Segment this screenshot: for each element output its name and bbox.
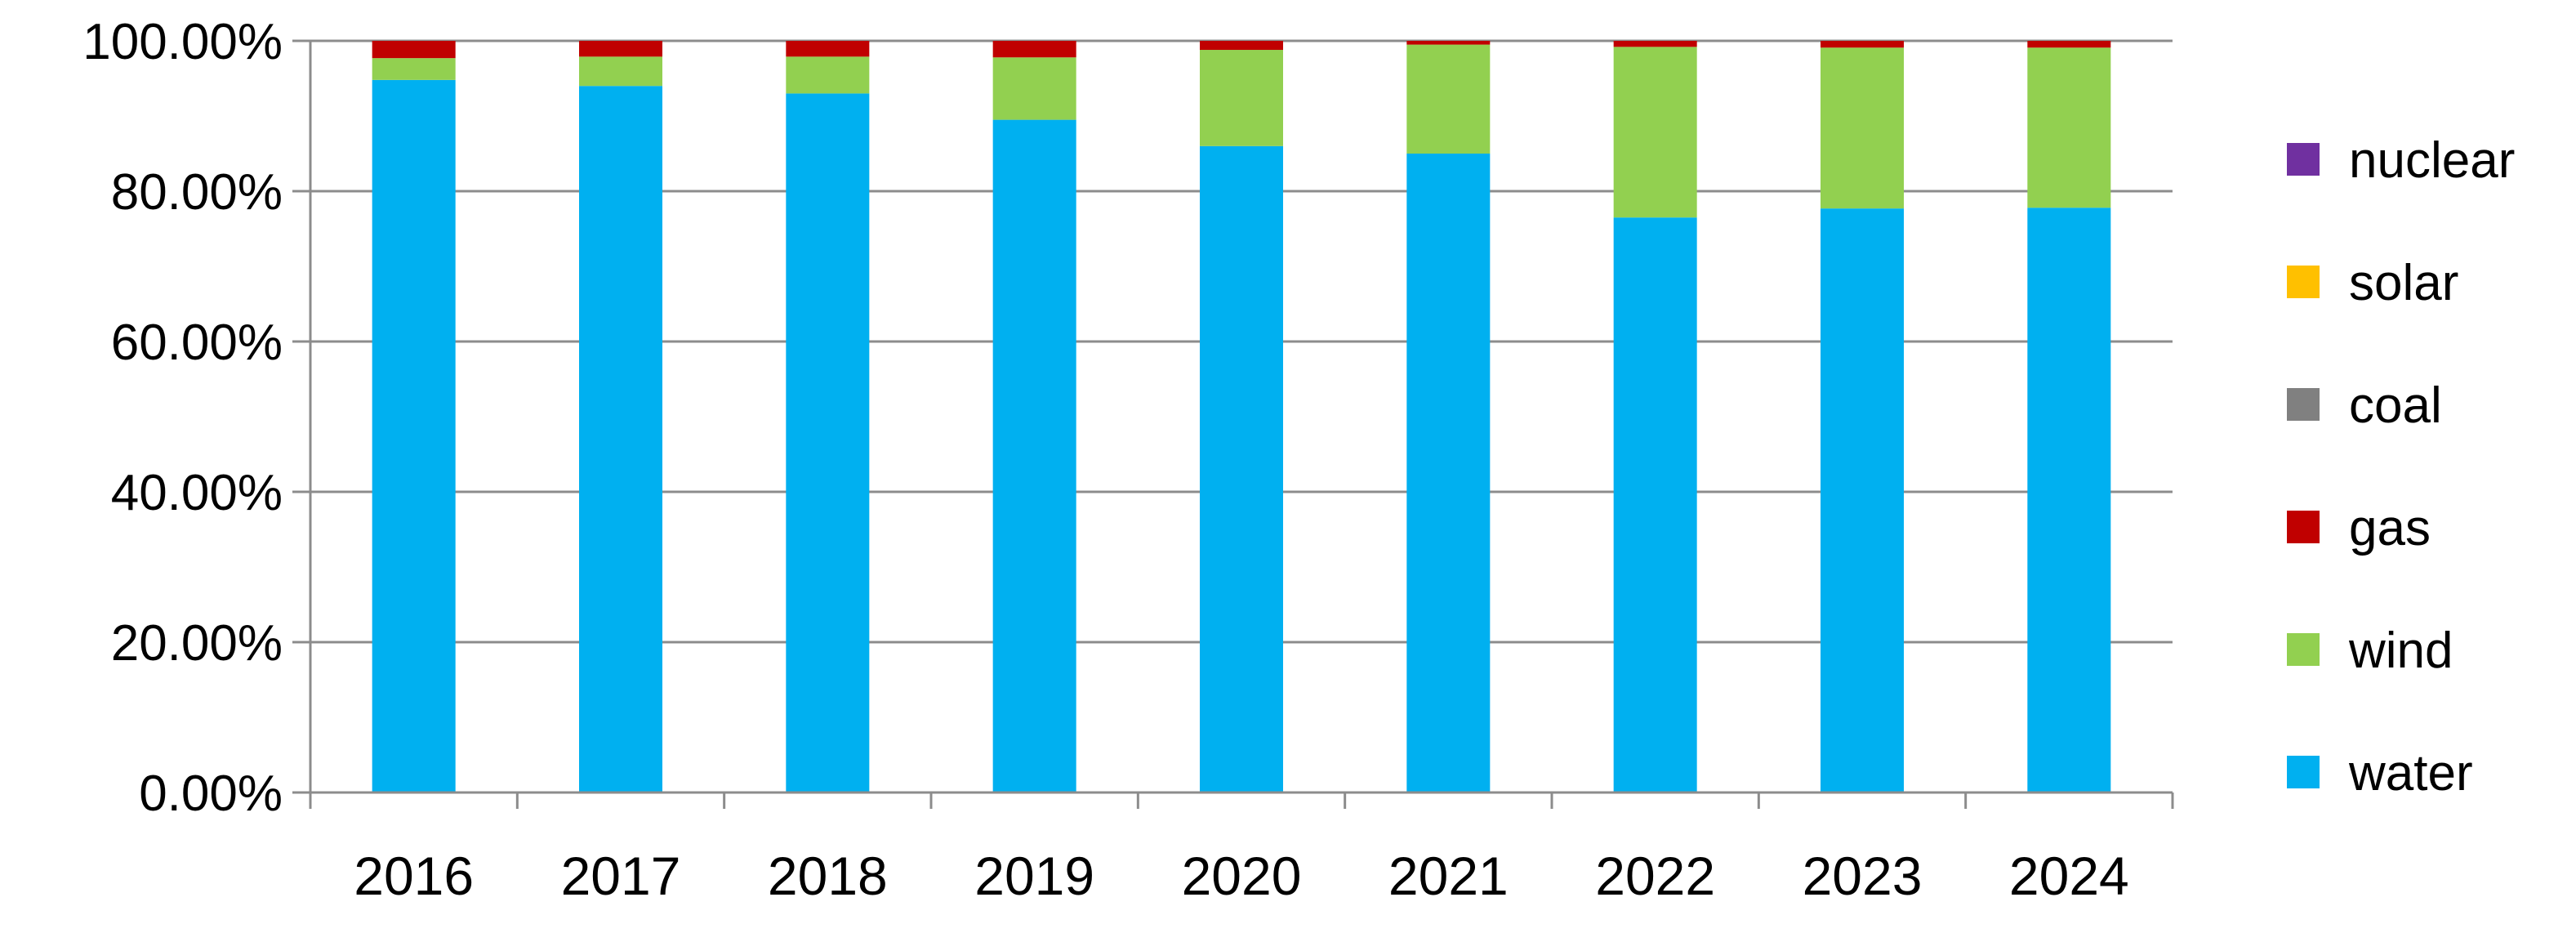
bar-segment-water-2024 xyxy=(2027,208,2111,793)
bar-segment-water-2019 xyxy=(992,119,1076,793)
x-tick-label: 2016 xyxy=(354,846,474,906)
x-tick-label: 2024 xyxy=(2009,846,2129,906)
y-tick-label: 20.00% xyxy=(111,615,283,672)
bar-segment-gas-2019 xyxy=(992,41,1076,58)
bar-segment-wind-2023 xyxy=(1821,47,1904,209)
y-tick-label: 0.00% xyxy=(139,766,283,822)
bar-segment-wind-2018 xyxy=(786,56,870,94)
x-tick-label: 2019 xyxy=(974,846,1094,906)
legend-swatch-solar xyxy=(2287,266,2320,298)
legend-label-water: water xyxy=(2348,745,2473,801)
legend-swatch-nuclear xyxy=(2287,143,2320,176)
legend-swatch-coal xyxy=(2287,388,2320,421)
axes: 0.00% 20.00% 40.00% 60.00% 80.00% 100.00% 2016… xyxy=(82,14,2174,906)
bar-segment-water-2021 xyxy=(1406,154,1491,792)
y-tick-label: 40.00% xyxy=(111,465,283,521)
bar-segment-water-2018 xyxy=(786,93,870,792)
bar-segment-gas-2016 xyxy=(372,41,456,59)
bar-segment-gas-2024 xyxy=(2027,41,2111,48)
x-tick-label: 2017 xyxy=(561,846,681,906)
bar-segment-wind-2024 xyxy=(2027,47,2111,208)
legend-label-coal: coal xyxy=(2349,377,2442,434)
bar-segment-water-2016 xyxy=(372,79,456,793)
legend-swatch-water xyxy=(2287,756,2320,788)
bar-segment-gas-2023 xyxy=(1821,41,1904,48)
bar-segment-wind-2016 xyxy=(372,58,456,80)
x-tick-label: 2021 xyxy=(1388,846,1509,906)
legend: nuclear solar coal gas wind water xyxy=(2287,132,2515,801)
bar-segment-wind-2022 xyxy=(1613,47,1697,218)
bar-segment-gas-2021 xyxy=(1406,41,1491,45)
legend-label-wind: wind xyxy=(2348,623,2453,679)
bar-segment-wind-2021 xyxy=(1406,44,1491,154)
bar-segment-wind-2019 xyxy=(992,57,1076,120)
legend-label-gas: gas xyxy=(2349,500,2431,556)
x-tick-label: 2022 xyxy=(1595,846,1715,906)
bar-segment-wind-2020 xyxy=(1200,50,1283,146)
legend-label-nuclear: nuclear xyxy=(2349,132,2515,189)
x-tick-label: 2020 xyxy=(1182,846,1302,906)
bar-segment-gas-2017 xyxy=(579,41,662,57)
y-tick-label: 80.00% xyxy=(111,164,283,221)
legend-swatch-wind xyxy=(2287,633,2320,666)
legend-label-solar: solar xyxy=(2349,255,2458,311)
bar-segment-water-2023 xyxy=(1821,208,1904,792)
y-tick-label: 60.00% xyxy=(111,315,283,371)
bars xyxy=(372,41,2111,793)
bar-segment-water-2022 xyxy=(1613,217,1697,792)
bar-segment-gas-2018 xyxy=(786,41,870,57)
bar-segment-water-2020 xyxy=(1200,145,1283,793)
bar-segment-gas-2020 xyxy=(1200,41,1283,51)
y-tick-label: 100.00% xyxy=(82,14,283,70)
x-tick-label: 2023 xyxy=(1803,846,1923,906)
x-tick-label: 2018 xyxy=(768,846,888,906)
bar-segment-gas-2022 xyxy=(1613,41,1697,47)
bar-segment-water-2017 xyxy=(579,86,662,792)
bar-segment-wind-2017 xyxy=(579,56,662,87)
legend-swatch-gas xyxy=(2287,511,2320,543)
